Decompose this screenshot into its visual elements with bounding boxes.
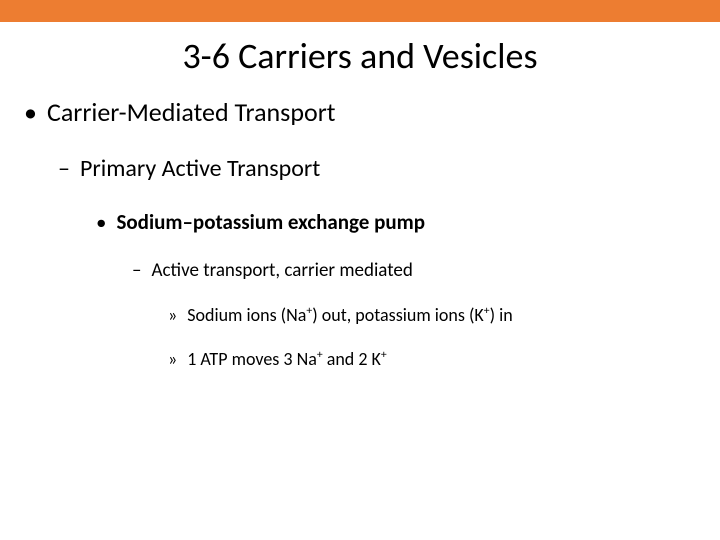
slide: 3-6 Carriers and Vesicles • Carrier-Medi…: [0, 0, 720, 540]
level2-text: Primary Active Transport: [80, 154, 320, 183]
level5-text-2: 1 ATP moves 3 Na+ and 2 K+: [187, 348, 386, 370]
level4-text: Active transport, carrier mediated: [151, 259, 412, 282]
bullet-level5: »: [168, 304, 177, 326]
level4-item: – Active transport, carrier mediated: [132, 259, 720, 282]
bullet-level2: –: [58, 154, 70, 183]
bullet-level4: –: [132, 259, 141, 282]
bullet-level1: •: [24, 96, 37, 128]
level1-text: Carrier-Mediated Transport: [47, 96, 336, 128]
slide-title: 3-6 Carriers and Vesicles: [0, 34, 720, 78]
level1-item: • Carrier-Mediated Transport: [24, 96, 720, 128]
level5-item-1: » Sodium ions (Na+) out, potassium ions …: [168, 304, 720, 326]
level5-text-1: Sodium ions (Na+) out, potassium ions (K…: [187, 304, 513, 326]
level5-item-2: » 1 ATP moves 3 Na+ and 2 K+: [168, 348, 720, 370]
level3-text: Sodium–potassium exchange pump: [116, 209, 425, 235]
bullet-level5: »: [168, 348, 177, 370]
bullet-level3: •: [96, 209, 106, 235]
slide-content: • Carrier-Mediated Transport – Primary A…: [0, 96, 720, 370]
top-accent-bar: [0, 0, 720, 22]
level3-item: • Sodium–potassium exchange pump: [96, 209, 720, 235]
level2-item: – Primary Active Transport: [58, 154, 720, 183]
